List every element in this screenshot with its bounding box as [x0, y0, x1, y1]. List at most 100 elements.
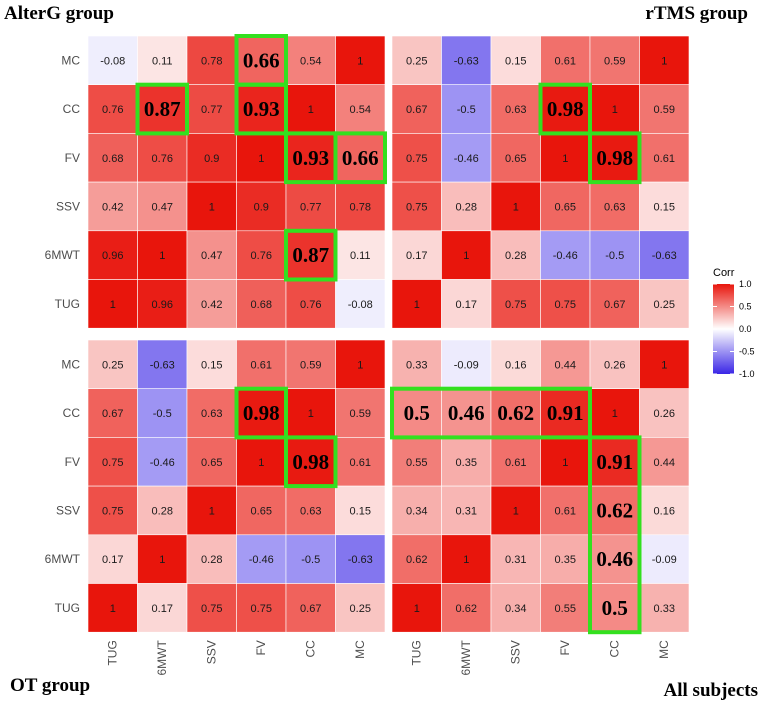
heatmap-cell: [589, 583, 640, 633]
highlight-box: [284, 228, 338, 282]
heatmap-cell: [335, 583, 386, 633]
cell-value-label: 0.61: [654, 153, 675, 165]
legend-colorbar: [713, 284, 734, 374]
cell-value-label: 0.35: [555, 554, 576, 566]
cell-value-label: 0.17: [102, 554, 123, 566]
cell-value-label: 0.5: [602, 596, 628, 620]
heatmap-cell: [391, 583, 442, 633]
cell-value-label: 1: [661, 359, 667, 371]
axis-labels: MC CC FV SSV 6MWT TUG MC CC FV SSV 6MWT TUG TUG 6MWT S…: [45, 53, 672, 675]
cell-value-label: 0.76: [102, 104, 123, 116]
legend-title: Corr: [713, 267, 735, 279]
heatmap-cell: [540, 181, 591, 232]
cell-value-label: 0.15: [201, 359, 222, 371]
cell-value-label: 1: [159, 250, 165, 262]
cell-value-label: 0.63: [505, 104, 526, 116]
heatmap-cell: [639, 485, 690, 536]
legend-tick-label: -0.5: [739, 347, 755, 357]
cell-value-label: 0.67: [406, 104, 427, 116]
cell-value-label: 1: [463, 554, 469, 566]
heatmap-cell: [441, 230, 492, 280]
heatmap-cell: [639, 583, 690, 633]
cell-value-label: -0.46: [150, 457, 175, 469]
heatmap-cell: [490, 133, 541, 183]
cell-value-label: 1: [209, 201, 215, 213]
cell-value-label: 0.78: [350, 201, 371, 213]
row-axis-label: SSV: [56, 199, 80, 213]
cell-value-label: 0.34: [505, 603, 526, 615]
cell-value-label: 0.62: [406, 554, 427, 566]
cell-value-label: 1: [110, 299, 116, 311]
cell-value-label: 0.75: [102, 457, 123, 469]
heatmap-cell: [391, 339, 442, 390]
heatmap-cell: [391, 279, 442, 329]
cell-value-label: -0.63: [150, 359, 175, 371]
heatmap-cell: [137, 181, 188, 232]
cell-value-label: 0.75: [251, 603, 272, 615]
cell-value-label: 0.28: [201, 554, 222, 566]
cell-value-label: 0.54: [300, 55, 321, 67]
cell-value-label: 0.46: [596, 547, 633, 571]
highlight-box: [538, 82, 592, 136]
cell-value-label: 1: [513, 201, 519, 213]
heatmap-cell: [589, 339, 640, 390]
cell-value-label: -0.5: [605, 250, 624, 262]
heatmap-cell: [236, 583, 287, 633]
cell-value-label: 0.75: [406, 201, 427, 213]
cell-value-label: 0.96: [152, 299, 173, 311]
cell-value-label: 0.54: [350, 104, 371, 116]
cell-value-label: 0.67: [102, 408, 123, 420]
row-axis-label: MC: [61, 357, 80, 371]
cell-value-label: 0.75: [102, 505, 123, 517]
rtms-group-panel: 0.25 -0.63 0.15 0.61 0.59 1 0.67 -0.5 0.63 0.98 1 0…: [391, 35, 690, 329]
heatmap-cell: [285, 485, 336, 536]
cell-value-label: 0.59: [300, 359, 321, 371]
heatmap-cell: [87, 133, 138, 183]
column-axis-label: SSV: [509, 640, 523, 664]
heatmap-cell: [589, 279, 640, 329]
column-axis-label: TUG: [106, 640, 120, 665]
heatmap-cell: [236, 279, 287, 329]
heatmap-cell: [285, 230, 336, 280]
row-axis-label: FV: [65, 455, 80, 469]
cell-value-label: 0.44: [654, 457, 675, 469]
heatmap-cell: [490, 84, 541, 134]
heatmap-cell: [335, 437, 386, 487]
cell-value-label: 0.87: [144, 97, 181, 121]
heatmap-cell: [589, 84, 640, 134]
cell-value-label: 0.65: [251, 505, 272, 517]
cell-value-label: 0.75: [201, 603, 222, 615]
heatmap-cell: [441, 339, 492, 390]
cell-value-label: 1: [661, 55, 667, 67]
cell-value-label: -0.5: [457, 104, 476, 116]
cell-value-label: 0.75: [505, 299, 526, 311]
cell-value-label: 1: [357, 55, 363, 67]
ot-group-panel: 0.25 -0.63 0.15 0.61 0.59 1 0.67 -0.5 0.63 0.98 1 0…: [87, 339, 386, 633]
cell-value-label: 0.67: [300, 603, 321, 615]
cell-value-label: -0.09: [652, 554, 677, 566]
cell-value-label: 0.11: [350, 250, 371, 262]
heatmap-cell: [236, 485, 287, 536]
column-axis-label: 6MWT: [155, 640, 169, 676]
cell-value-label: 0.25: [350, 603, 371, 615]
cell-value-label: 1: [414, 299, 420, 311]
cell-value-label: 0.15: [505, 55, 526, 67]
cell-value-label: 1: [357, 359, 363, 371]
cell-value-label: 0.25: [102, 359, 123, 371]
cell-value-label: 0.98: [596, 146, 633, 170]
heatmap-cell: [335, 230, 386, 280]
highlight-box: [333, 131, 387, 185]
cell-value-label: 0.9: [254, 201, 269, 213]
row-axis-label: 6MWT: [45, 552, 81, 566]
highlight-box: [390, 386, 592, 440]
heatmap-cell: [589, 181, 640, 232]
cell-value-label: 0.31: [505, 554, 526, 566]
cell-value-label: 0.28: [456, 201, 477, 213]
heatmap-cell: [589, 388, 640, 438]
cell-value-label: 0.17: [456, 299, 477, 311]
cell-value-label: 0.87: [292, 243, 329, 267]
column-axis-label: MC: [353, 640, 367, 659]
heatmap-cell: [391, 84, 442, 134]
heatmap-cell: [186, 534, 237, 584]
